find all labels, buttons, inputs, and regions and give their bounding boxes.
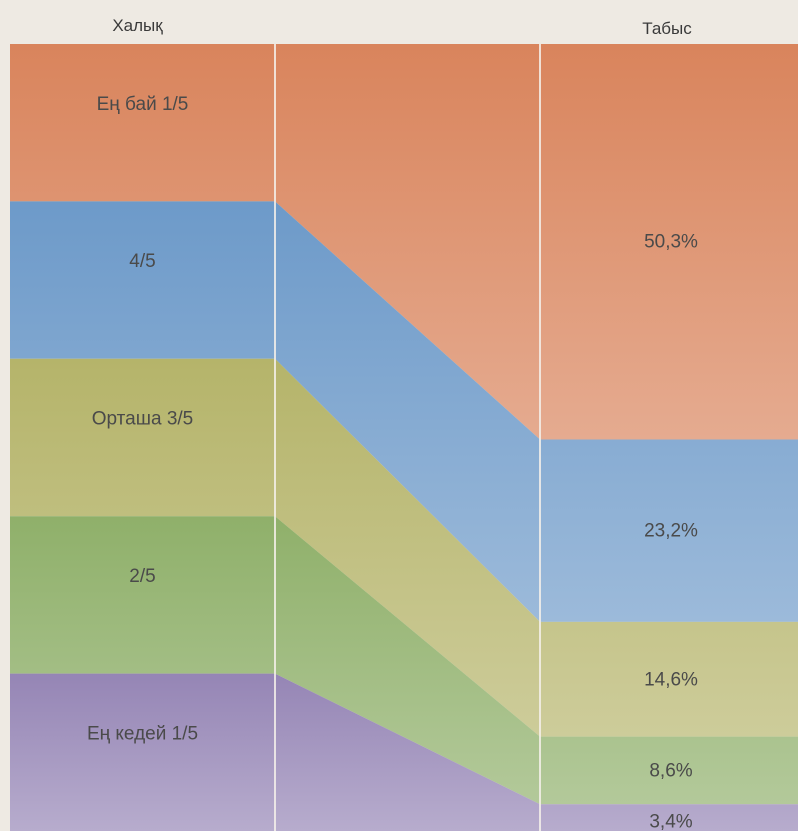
income-header: Табыс <box>642 19 692 38</box>
band-2 <box>10 201 798 622</box>
population-label-4: 2/5 <box>129 566 155 587</box>
band-5 <box>10 673 798 831</box>
band-4 <box>10 516 798 805</box>
income-label-1: 50,3% <box>644 232 698 253</box>
population-label-1: Ең бай 1/5 <box>97 94 189 115</box>
population-header: Халық <box>112 16 163 35</box>
band-3 <box>10 358 798 737</box>
band-1 <box>10 44 798 440</box>
population-label-3: Орташа 3/5 <box>92 409 194 430</box>
income-label-3: 14,6% <box>644 669 698 690</box>
income-label-4: 8,6% <box>649 760 692 781</box>
population-label-2: 4/5 <box>129 251 155 272</box>
dividers-layer <box>274 44 541 831</box>
income-label-2: 23,2% <box>644 521 698 542</box>
income-label-5: 3,4% <box>649 812 692 831</box>
labels-layer: Ең бай 1/5 50,3% 4/5 23,2% Орташа 3/5 14,6% 2/… <box>87 94 698 831</box>
population-label-5: Ең кедей 1/5 <box>87 723 198 744</box>
bands-layer <box>10 44 798 831</box>
